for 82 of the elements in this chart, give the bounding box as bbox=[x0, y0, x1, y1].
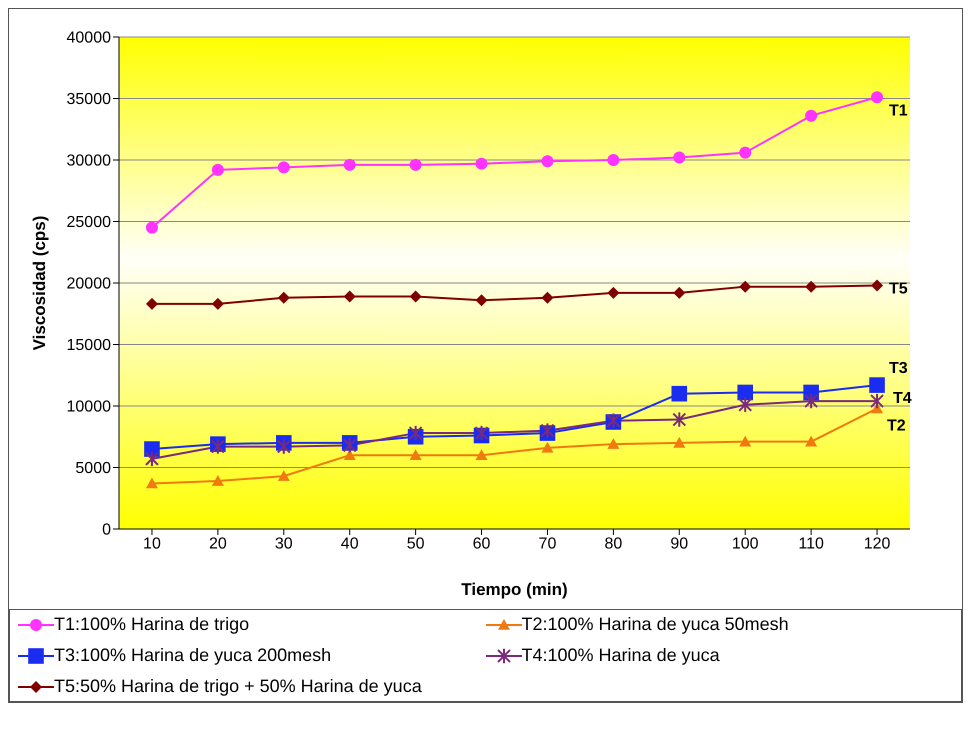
point bbox=[673, 152, 686, 164]
x-tick-label: 50 bbox=[406, 535, 425, 552]
point bbox=[146, 477, 158, 488]
x-tick-label: 100 bbox=[732, 535, 759, 552]
y-tick-label: 40000 bbox=[66, 30, 112, 47]
annotation: T5 bbox=[889, 280, 908, 298]
annotation: T2 bbox=[887, 417, 906, 434]
point bbox=[146, 298, 158, 310]
point bbox=[344, 158, 356, 171]
legend-label: T4:100% Harina de yuca bbox=[522, 645, 720, 666]
point bbox=[278, 470, 290, 481]
point bbox=[805, 436, 818, 446]
point bbox=[739, 280, 752, 293]
x-tick-label: 40 bbox=[340, 535, 359, 552]
point bbox=[212, 298, 224, 310]
y-tick-label: 10000 bbox=[66, 398, 112, 416]
point bbox=[672, 411, 686, 428]
point bbox=[212, 164, 224, 176]
point bbox=[871, 91, 884, 104]
y-tick-label: 30000 bbox=[66, 152, 112, 170]
y-axis-title: Viscosidad (cps) bbox=[30, 216, 50, 350]
x-tick-label: 20 bbox=[208, 535, 227, 552]
legend-label: T2:100% Harina de yuca 50mesh bbox=[522, 614, 789, 635]
point bbox=[541, 155, 554, 168]
annotation: T3 bbox=[889, 360, 908, 378]
point bbox=[607, 286, 620, 299]
point bbox=[607, 154, 620, 166]
y-tick-label: 15000 bbox=[66, 337, 112, 354]
annotation: T4 bbox=[893, 390, 912, 408]
legend-label: T1:100% Harina de trigo bbox=[54, 614, 250, 635]
point bbox=[541, 292, 554, 304]
point bbox=[408, 424, 423, 442]
x-tick-label: 70 bbox=[538, 535, 556, 552]
point bbox=[607, 438, 620, 449]
point bbox=[212, 475, 224, 486]
point bbox=[474, 424, 489, 442]
x-tick-label: 30 bbox=[274, 535, 293, 552]
point bbox=[144, 450, 159, 468]
point bbox=[671, 386, 688, 402]
point bbox=[871, 279, 884, 292]
point bbox=[278, 161, 290, 174]
point bbox=[540, 422, 554, 439]
y-tick-label: 5000 bbox=[75, 460, 112, 478]
legend-label: T3:100% Harina de yuca 200mesh bbox=[54, 645, 332, 666]
point bbox=[805, 280, 818, 293]
point bbox=[805, 110, 818, 122]
x-tick-label: 90 bbox=[670, 535, 688, 552]
point bbox=[869, 377, 885, 393]
point bbox=[476, 449, 488, 460]
point bbox=[804, 392, 818, 410]
point bbox=[541, 442, 554, 453]
annotation: T1 bbox=[889, 102, 908, 120]
y-tick-label: 35000 bbox=[66, 91, 112, 108]
point bbox=[476, 294, 488, 306]
x-axis-title: Tiempo (min) bbox=[461, 580, 568, 599]
x-tick-label: 120 bbox=[864, 535, 890, 552]
point bbox=[276, 438, 291, 455]
point bbox=[410, 290, 422, 303]
point bbox=[870, 392, 884, 410]
point bbox=[278, 292, 290, 304]
point bbox=[410, 158, 422, 171]
point bbox=[739, 146, 752, 159]
point bbox=[146, 222, 158, 234]
point bbox=[410, 449, 422, 460]
x-tick-label: 80 bbox=[604, 535, 622, 552]
y-tick-label: 0 bbox=[102, 522, 112, 539]
point bbox=[738, 396, 752, 413]
y-tick-label: 20000 bbox=[66, 276, 112, 293]
y-tick-label: 25000 bbox=[66, 214, 112, 232]
point bbox=[673, 436, 686, 448]
legend-label: T5:50% Harina de trigo + 50% Harina de yuca bbox=[54, 676, 422, 697]
point bbox=[739, 436, 752, 446]
x-tick-label: 10 bbox=[143, 535, 161, 552]
point bbox=[342, 437, 357, 454]
point bbox=[344, 449, 356, 460]
x-tick-label: 60 bbox=[472, 535, 491, 552]
point bbox=[476, 158, 488, 170]
point bbox=[210, 438, 225, 455]
point bbox=[737, 384, 754, 400]
x-tick-label: 110 bbox=[798, 535, 824, 552]
point bbox=[673, 286, 686, 299]
point bbox=[344, 290, 356, 303]
